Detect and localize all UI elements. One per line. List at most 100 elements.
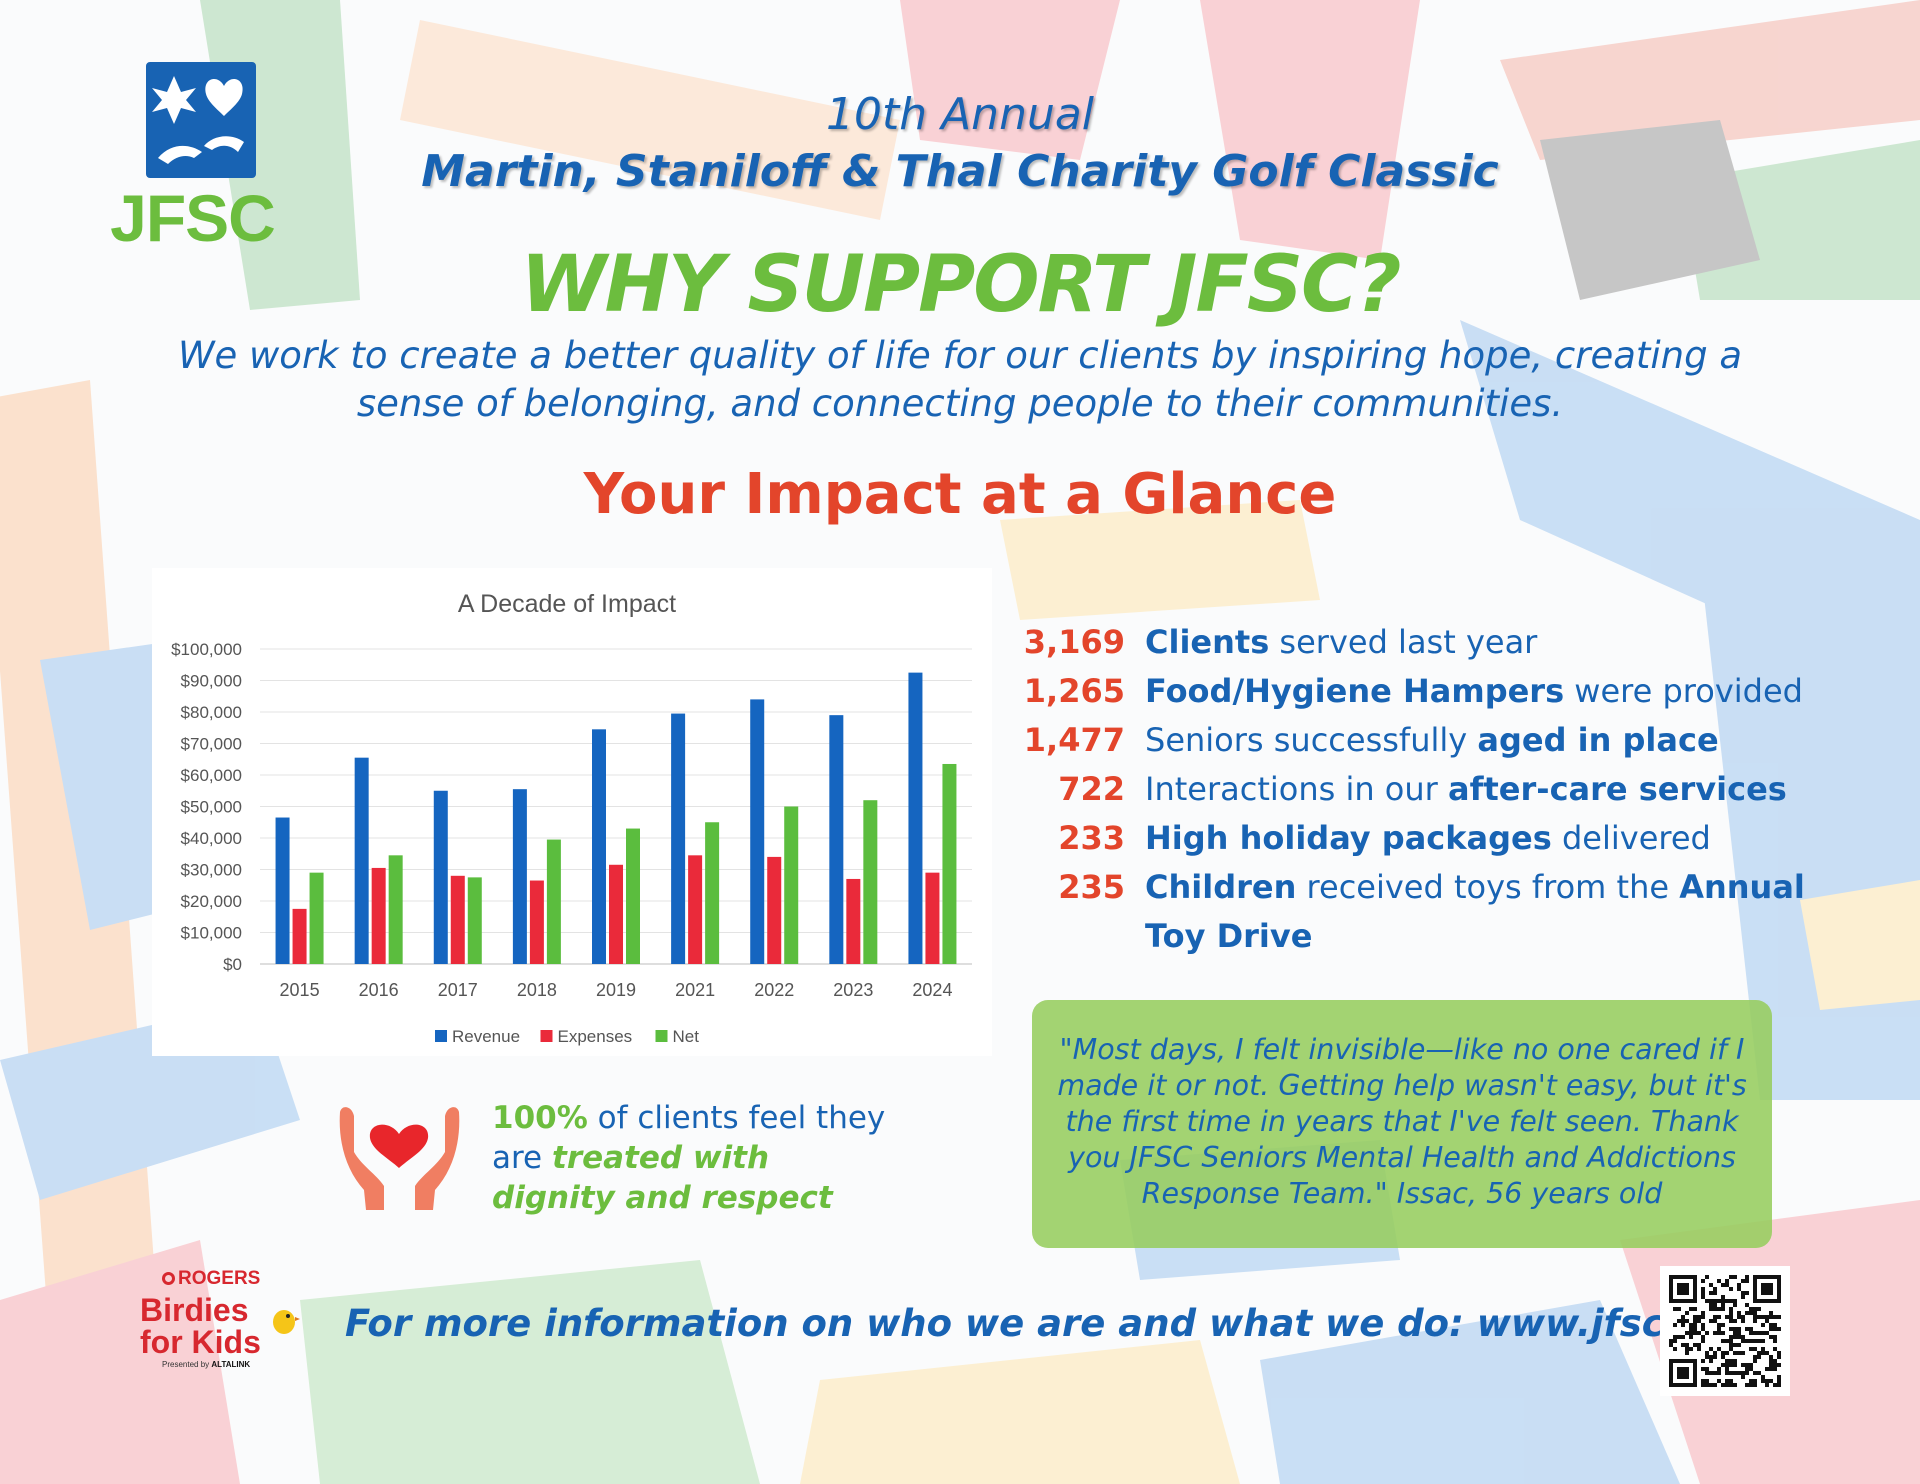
event-title-line2: Martin, Staniloff & Thal Charity Golf Cl… [421, 146, 1499, 197]
chart-bars [275, 672, 957, 964]
bar-expenses-2018 [529, 880, 544, 964]
y-tick-label: $100,000 [171, 640, 242, 659]
stat-text-bold: High holiday packages [1145, 819, 1552, 857]
stat-row: 722 Interactions in our after-care servic… [1015, 765, 1875, 814]
stat-text: Children received toys from the Annual T… [1145, 863, 1875, 961]
bar-net-2016 [388, 855, 403, 964]
impact-title: Your Impact at a Glance [583, 462, 1337, 527]
chart-legend: Revenue Expenses Net [435, 1027, 699, 1046]
altalink-wordmark: ALTALINK [211, 1360, 251, 1369]
event-title: 10th Annual Martin, Staniloff & Thal Cha… [330, 88, 1590, 202]
bar-revenue-2024 [908, 672, 923, 964]
bar-expenses-2016 [371, 867, 386, 964]
bar-net-2019 [626, 828, 640, 964]
x-tick-label: 2018 [517, 980, 557, 1000]
bar-expenses-2023 [846, 878, 861, 964]
y-tick-label: $0 [223, 955, 242, 974]
birdies-for-kids-logo: ROGERS Birdies for Kids Presented by ALT… [140, 1268, 300, 1388]
bar-revenue-2018 [512, 789, 527, 964]
y-tick-label: $10,000 [181, 924, 242, 943]
stat-text-plain: were provided [1564, 672, 1803, 710]
bar-net-2024 [942, 763, 957, 964]
presented-by-label: Presented by [162, 1360, 210, 1369]
mission-statement: We work to create a better quality of li… [177, 334, 1743, 425]
stat-number: 1,265 [1023, 672, 1125, 710]
bar-revenue-2015 [275, 817, 290, 964]
stat-row: 1,477 Seniors successfully aged in place [1015, 716, 1875, 765]
stat-text: Seniors successfully aged in place [1145, 716, 1875, 765]
stat-text-bold: Food/Hygiene Hampers [1145, 672, 1565, 710]
chart-y-axis: $0 $10,000 $20,000 $30,000 $40,000 $50,000 $60… [171, 640, 242, 974]
event-title-line1: 10th Annual [825, 89, 1095, 140]
y-tick-label: $20,000 [181, 892, 242, 911]
stat-text-bold: after-care services [1447, 770, 1787, 808]
stat-row: 1,265 Food/Hygiene Hampers were provided [1015, 667, 1875, 716]
legend-swatch-net [655, 1030, 668, 1042]
stat-number: 233 [1058, 819, 1125, 857]
dignity-percent: 100% [492, 1100, 588, 1136]
bar-revenue-2022 [750, 699, 765, 964]
stat-text: Food/Hygiene Hampers were provided [1145, 667, 1875, 716]
y-tick-label: $30,000 [181, 861, 242, 880]
chart-x-axis: 2015 2016 2017 2018 2019 2021 2022 2023 2024 [280, 980, 953, 1000]
jfsc-logo: JFSC [110, 62, 276, 255]
bar-net-2017 [467, 877, 482, 964]
client-quote: "Most days, I felt invisible—like no one… [1032, 1000, 1772, 1248]
stat-text-plain: Seniors successfully [1145, 721, 1478, 759]
bar-expenses-2019 [609, 864, 623, 964]
bar-net-2015 [309, 872, 324, 964]
y-tick-label: $50,000 [181, 798, 242, 817]
impact-chart-card: A Decade of Impact $0 $10,000 $20,000 $30,0… [152, 568, 992, 1056]
bar-revenue-2017 [433, 790, 448, 964]
stat-text-bold: Annual Toy Drive [1145, 868, 1805, 955]
x-tick-label: 2017 [438, 980, 478, 1000]
bar-net-2023 [863, 800, 878, 964]
stat-text-plain: received toys from the [1296, 868, 1680, 906]
chart-title: A Decade of Impact [458, 590, 676, 618]
dignity-stat: 100% of clients feel they are treated wi… [492, 1098, 892, 1218]
rogers-wordmark: ROGERS [178, 1268, 261, 1289]
headline: WHY SUPPORT JFSC? [520, 240, 1402, 330]
bar-revenue-2019 [592, 729, 606, 964]
y-tick-label: $60,000 [181, 766, 242, 785]
legend-label-expenses: Expenses [558, 1027, 633, 1046]
bird-icon [273, 1310, 300, 1334]
stat-number: 722 [1058, 770, 1125, 808]
bar-net-2021 [705, 822, 720, 964]
bar-expenses-2024 [925, 872, 940, 964]
bar-revenue-2023 [829, 715, 844, 964]
bar-revenue-2016 [354, 757, 369, 964]
rogers-icon [162, 1272, 175, 1285]
stat-text-plain: Interactions in our [1145, 770, 1448, 808]
more-info-link[interactable]: For more information on who we are and w… [345, 1302, 1748, 1345]
x-tick-label: 2024 [912, 980, 952, 1000]
logo-wordmark: JFSC [110, 181, 276, 255]
x-tick-label: 2015 [280, 980, 320, 1000]
x-tick-label: 2021 [675, 980, 715, 1000]
x-tick-label: 2023 [833, 980, 873, 1000]
stat-text-bold: Children [1145, 868, 1297, 906]
stat-row: 233 High holiday packages delivered [1015, 814, 1875, 863]
x-tick-label: 2016 [359, 980, 399, 1000]
stat-text-bold: aged in place [1477, 721, 1719, 759]
legend-label-revenue: Revenue [452, 1027, 520, 1046]
qr-code-icon[interactable] [1660, 1266, 1790, 1396]
bar-expenses-2015 [292, 908, 307, 964]
bar-expenses-2021 [688, 855, 703, 964]
y-tick-label: $80,000 [181, 703, 242, 722]
y-tick-label: $40,000 [181, 829, 242, 848]
stat-text: Clients served last year [1145, 618, 1875, 667]
legend-label-net: Net [673, 1027, 700, 1046]
birdies-wordmark: Birdies for Kids [140, 1292, 261, 1360]
bar-revenue-2021 [671, 713, 686, 964]
legend-swatch-revenue [435, 1030, 447, 1042]
dignity-text: of clients feel they are [492, 1100, 886, 1176]
x-tick-label: 2019 [596, 980, 636, 1000]
stat-row: 235 Children received toys from the Annua… [1015, 863, 1875, 961]
bar-expenses-2022 [767, 856, 782, 964]
stat-text: Interactions in our after-care services [1145, 765, 1875, 814]
y-tick-label: $90,000 [181, 672, 242, 691]
dignity-emphasis: treated with dignity and respect [492, 1140, 833, 1216]
stat-number: 235 [1058, 868, 1125, 906]
bar-net-2022 [784, 806, 799, 964]
